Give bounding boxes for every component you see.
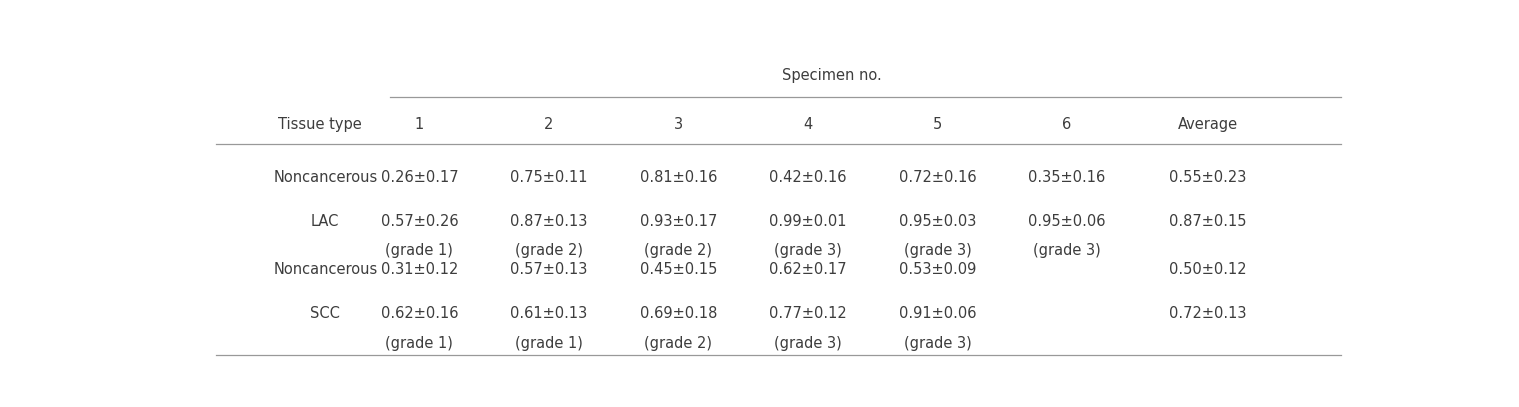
Text: Noncancerous: Noncancerous bbox=[273, 262, 377, 277]
Text: SCC: SCC bbox=[310, 306, 340, 321]
Text: (grade 1): (grade 1) bbox=[386, 336, 453, 351]
Text: 6: 6 bbox=[1062, 116, 1071, 131]
Text: 0.95±0.03: 0.95±0.03 bbox=[899, 214, 977, 229]
Text: (grade 3): (grade 3) bbox=[904, 243, 971, 258]
Text: 0.61±0.13: 0.61±0.13 bbox=[510, 306, 588, 321]
Text: 0.62±0.17: 0.62±0.17 bbox=[769, 262, 846, 277]
Text: (grade 3): (grade 3) bbox=[904, 336, 971, 351]
Text: LAC: LAC bbox=[311, 214, 339, 229]
Text: 0.57±0.26: 0.57±0.26 bbox=[381, 214, 459, 229]
Text: 0.99±0.01: 0.99±0.01 bbox=[769, 214, 846, 229]
Text: 0.93±0.17: 0.93±0.17 bbox=[639, 214, 717, 229]
Text: 0.55±0.23: 0.55±0.23 bbox=[1170, 170, 1247, 185]
Text: 0.72±0.13: 0.72±0.13 bbox=[1170, 306, 1247, 321]
Text: Specimen no.: Specimen no. bbox=[782, 68, 881, 83]
Text: (grade 2): (grade 2) bbox=[644, 336, 712, 351]
Text: 0.50±0.12: 0.50±0.12 bbox=[1170, 262, 1247, 277]
Text: 0.57±0.13: 0.57±0.13 bbox=[510, 262, 588, 277]
Text: 0.62±0.16: 0.62±0.16 bbox=[381, 306, 459, 321]
Text: (grade 2): (grade 2) bbox=[515, 243, 583, 258]
Text: 0.26±0.17: 0.26±0.17 bbox=[381, 170, 459, 185]
Text: Noncancerous: Noncancerous bbox=[273, 170, 377, 185]
Text: 0.87±0.13: 0.87±0.13 bbox=[510, 214, 588, 229]
Text: 0.35±0.16: 0.35±0.16 bbox=[1028, 170, 1106, 185]
Text: (grade 3): (grade 3) bbox=[775, 243, 842, 258]
Text: 0.45±0.15: 0.45±0.15 bbox=[639, 262, 717, 277]
Text: 1: 1 bbox=[415, 116, 424, 131]
Text: 0.81±0.16: 0.81±0.16 bbox=[639, 170, 717, 185]
Text: 0.75±0.11: 0.75±0.11 bbox=[510, 170, 588, 185]
Text: 0.77±0.12: 0.77±0.12 bbox=[769, 306, 846, 321]
Text: Average: Average bbox=[1179, 116, 1238, 131]
Text: (grade 3): (grade 3) bbox=[1033, 243, 1101, 258]
Text: 2: 2 bbox=[544, 116, 553, 131]
Text: 5: 5 bbox=[933, 116, 942, 131]
Text: 0.72±0.16: 0.72±0.16 bbox=[899, 170, 977, 185]
Text: 0.69±0.18: 0.69±0.18 bbox=[639, 306, 717, 321]
Text: 0.42±0.16: 0.42±0.16 bbox=[769, 170, 846, 185]
Text: 0.31±0.12: 0.31±0.12 bbox=[381, 262, 459, 277]
Text: (grade 1): (grade 1) bbox=[515, 336, 583, 351]
Text: 0.91±0.06: 0.91±0.06 bbox=[899, 306, 977, 321]
Text: Tissue type: Tissue type bbox=[278, 116, 362, 131]
Text: (grade 1): (grade 1) bbox=[386, 243, 453, 258]
Text: (grade 3): (grade 3) bbox=[775, 336, 842, 351]
Text: 0.95±0.06: 0.95±0.06 bbox=[1028, 214, 1106, 229]
Text: 0.53±0.09: 0.53±0.09 bbox=[899, 262, 977, 277]
Text: (grade 2): (grade 2) bbox=[644, 243, 712, 258]
Text: 4: 4 bbox=[804, 116, 813, 131]
Text: 0.87±0.15: 0.87±0.15 bbox=[1170, 214, 1247, 229]
Text: 3: 3 bbox=[674, 116, 684, 131]
